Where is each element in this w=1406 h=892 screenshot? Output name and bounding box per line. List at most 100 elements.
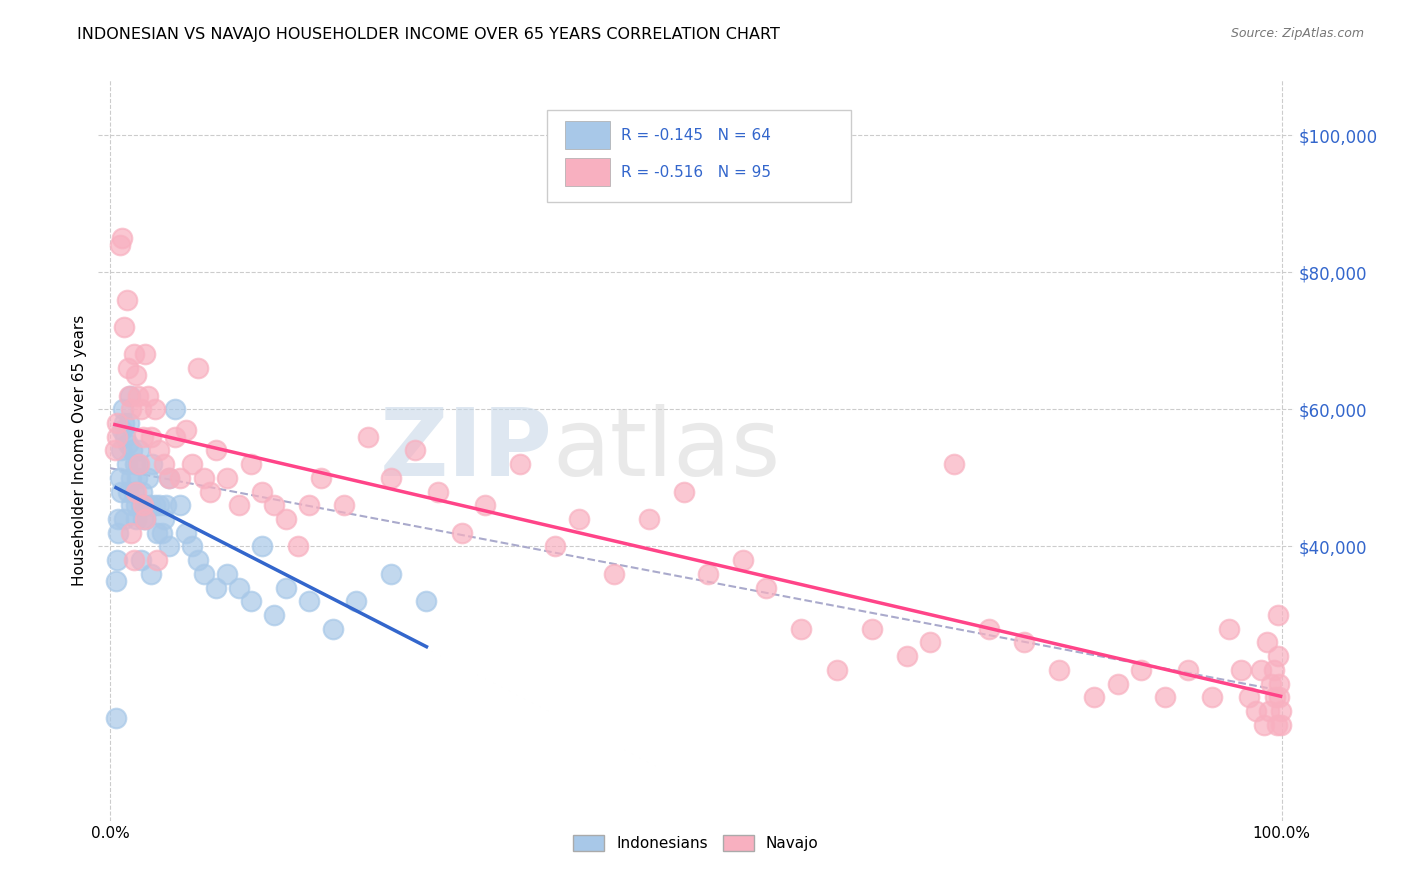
Point bbox=[132, 430, 155, 444]
Point bbox=[122, 347, 145, 361]
Point bbox=[108, 471, 131, 485]
FancyBboxPatch shape bbox=[547, 110, 852, 202]
Bar bbox=[565, 158, 610, 186]
Point bbox=[122, 484, 145, 499]
Point bbox=[1256, 635, 1278, 649]
Point bbox=[427, 484, 450, 499]
Point bbox=[1264, 690, 1286, 705]
Point bbox=[134, 347, 156, 361]
Point bbox=[125, 512, 148, 526]
Text: atlas: atlas bbox=[553, 404, 780, 497]
Point bbox=[174, 423, 197, 437]
Text: INDONESIAN VS NAVAJO HOUSEHOLDER INCOME OVER 65 YEARS CORRELATION CHART: INDONESIAN VS NAVAJO HOUSEHOLDER INCOME … bbox=[77, 27, 780, 42]
Point bbox=[127, 457, 149, 471]
Point bbox=[153, 457, 176, 471]
Point bbox=[217, 566, 239, 581]
Y-axis label: Householder Income Over 65 years: Householder Income Over 65 years bbox=[72, 315, 87, 586]
Point bbox=[204, 581, 226, 595]
Point bbox=[1267, 607, 1289, 622]
Point bbox=[112, 402, 135, 417]
Bar bbox=[565, 121, 610, 149]
Point bbox=[107, 525, 129, 540]
Point bbox=[120, 402, 142, 417]
Point bbox=[474, 498, 496, 512]
Point bbox=[263, 607, 285, 622]
Point bbox=[825, 663, 848, 677]
Point bbox=[128, 457, 150, 471]
Point bbox=[239, 457, 262, 471]
Point bbox=[404, 443, 426, 458]
Point bbox=[450, 525, 472, 540]
Point bbox=[239, 594, 262, 608]
Point bbox=[942, 457, 965, 471]
Point bbox=[125, 498, 148, 512]
Point bbox=[1047, 663, 1070, 677]
Point bbox=[638, 512, 661, 526]
Point bbox=[134, 512, 156, 526]
Point bbox=[1253, 717, 1275, 731]
Point bbox=[252, 484, 274, 499]
Point bbox=[544, 540, 567, 554]
Point bbox=[1083, 690, 1105, 705]
Point bbox=[120, 498, 142, 512]
Point bbox=[1265, 717, 1288, 731]
Point bbox=[148, 498, 170, 512]
Point bbox=[118, 389, 141, 403]
Point bbox=[132, 498, 155, 512]
Point bbox=[187, 361, 209, 376]
Point bbox=[1201, 690, 1223, 705]
Text: Source: ZipAtlas.com: Source: ZipAtlas.com bbox=[1230, 27, 1364, 40]
Point bbox=[136, 471, 159, 485]
Point bbox=[1237, 690, 1260, 705]
Point bbox=[163, 430, 186, 444]
Point bbox=[860, 622, 883, 636]
Point bbox=[125, 368, 148, 382]
Point bbox=[111, 423, 134, 437]
Point bbox=[1130, 663, 1153, 677]
Point bbox=[117, 436, 139, 450]
Point bbox=[217, 471, 239, 485]
Point bbox=[108, 237, 131, 252]
Point bbox=[309, 471, 332, 485]
Point bbox=[163, 402, 186, 417]
Point bbox=[143, 498, 166, 512]
Point bbox=[1177, 663, 1199, 677]
Point bbox=[263, 498, 285, 512]
Point bbox=[120, 525, 142, 540]
Point bbox=[193, 471, 215, 485]
Point bbox=[731, 553, 754, 567]
Point bbox=[1270, 704, 1292, 718]
Point bbox=[181, 540, 204, 554]
Point bbox=[146, 553, 169, 567]
Point bbox=[143, 402, 166, 417]
Point bbox=[105, 553, 128, 567]
Point bbox=[696, 566, 718, 581]
Point bbox=[1258, 704, 1281, 718]
Point bbox=[115, 457, 138, 471]
Point bbox=[1267, 649, 1289, 664]
Point bbox=[157, 471, 180, 485]
Point bbox=[157, 471, 180, 485]
Point bbox=[107, 512, 129, 526]
Point bbox=[509, 457, 531, 471]
Point bbox=[148, 443, 170, 458]
Point bbox=[153, 512, 176, 526]
Point bbox=[298, 498, 321, 512]
Text: R = -0.516   N = 95: R = -0.516 N = 95 bbox=[620, 165, 770, 179]
Point bbox=[274, 512, 297, 526]
Point bbox=[117, 361, 139, 376]
Point bbox=[120, 389, 141, 403]
Point bbox=[252, 540, 274, 554]
Point bbox=[105, 416, 128, 430]
Point bbox=[122, 553, 145, 567]
Point bbox=[1250, 663, 1272, 677]
Point bbox=[125, 484, 148, 499]
Point bbox=[157, 540, 180, 554]
Point bbox=[127, 389, 149, 403]
Point bbox=[1012, 635, 1035, 649]
Point bbox=[380, 566, 402, 581]
Point bbox=[896, 649, 918, 664]
Point bbox=[755, 581, 778, 595]
Point bbox=[1244, 704, 1267, 718]
Point bbox=[150, 525, 173, 540]
